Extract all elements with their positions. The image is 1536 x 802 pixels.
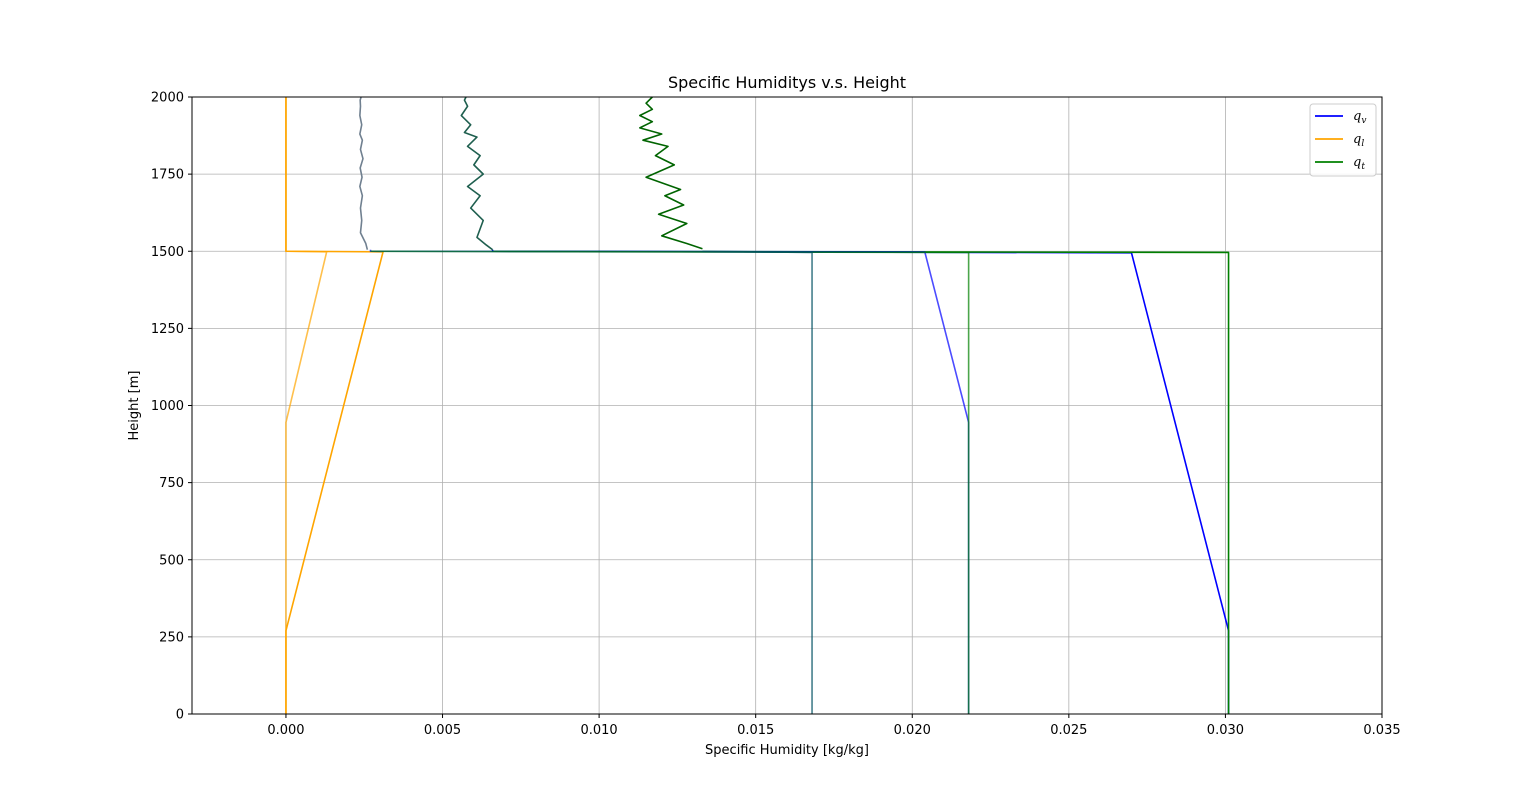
y-tick-label: 1500 xyxy=(151,245,184,260)
y-tick-label: 1250 xyxy=(151,322,184,337)
x-tick-label: 0.015 xyxy=(737,723,774,738)
x-tick-label: 0.005 xyxy=(424,723,461,738)
y-tick-label: 2000 xyxy=(151,91,184,106)
series-line-q-v xyxy=(702,250,813,714)
series-line-q-l xyxy=(285,97,328,714)
y-tick-label: 750 xyxy=(159,476,184,491)
chart-title: Specific Humiditys v.s. Height xyxy=(668,73,906,92)
y-tick-label: 1750 xyxy=(151,168,184,183)
legend-label-subscript: l xyxy=(1361,139,1364,149)
legend-label-subscript: t xyxy=(1361,162,1365,172)
series-line-q-v xyxy=(460,96,494,251)
y-tick-label: 0 xyxy=(176,708,184,723)
legend-label-subscript: v xyxy=(1361,116,1366,126)
x-axis-label: Specific Humidity [kg/kg] xyxy=(705,743,869,758)
ticks: 0.000 0.005 0.010 0.015 0.020 0.025 0.030 0.035… xyxy=(151,91,1401,739)
series-line-q-v xyxy=(359,96,369,250)
x-tick-label: 0.030 xyxy=(1207,723,1244,738)
x-tick-label: 0.035 xyxy=(1363,723,1400,738)
y-tick-label: 250 xyxy=(159,630,184,645)
x-tick-label: 0.000 xyxy=(267,723,304,738)
x-tick-label: 0.010 xyxy=(580,723,617,738)
y-tick-label: 500 xyxy=(159,553,184,568)
series-group xyxy=(285,96,1230,714)
series-line-q-t xyxy=(370,250,970,714)
y-axis-label: Height [m] xyxy=(127,371,142,441)
legend-box xyxy=(1309,103,1377,177)
legend-label: ql xyxy=(1353,132,1364,149)
series-line-q-t xyxy=(702,250,813,714)
y-tick-label: 1000 xyxy=(151,399,184,414)
x-tick-label: 0.020 xyxy=(894,723,931,738)
series-line-q-t xyxy=(639,96,703,250)
x-tick-label: 0.025 xyxy=(1050,723,1087,738)
